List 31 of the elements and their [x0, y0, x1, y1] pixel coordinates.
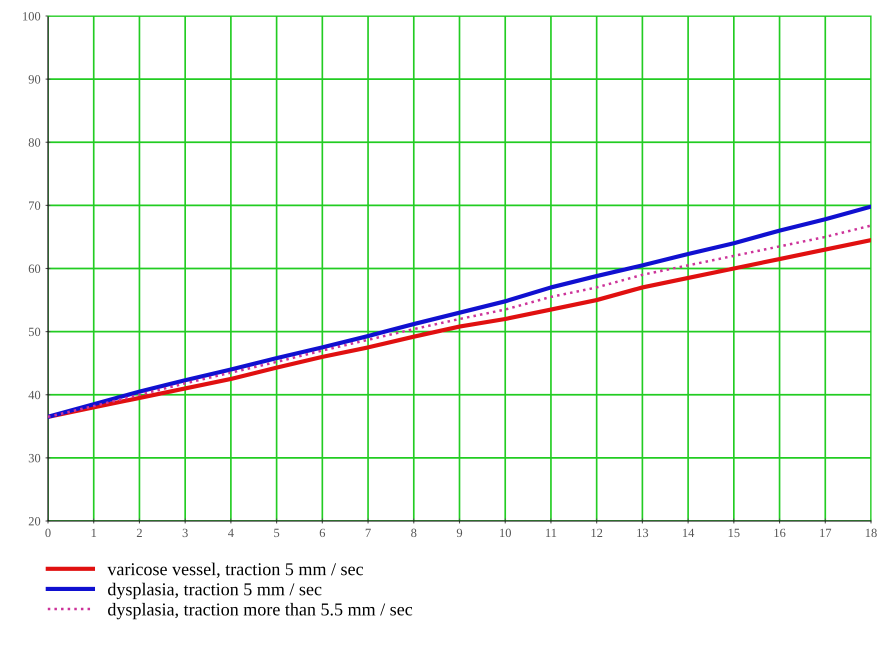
- x-tick-label: 7: [366, 528, 371, 537]
- legend-label: varicose vessel, traction 5 mm / sec: [107, 562, 364, 578]
- x-tick-label: 11: [546, 528, 556, 537]
- x-tick-label: 18: [866, 528, 877, 538]
- x-tick-label: 8: [411, 528, 416, 538]
- legend-label: dysplasia, traction 5 mm / sec: [108, 582, 322, 600]
- y-tick-label: 50: [28, 328, 40, 336]
- x-tick-label: 1: [92, 528, 96, 537]
- x-tick-label: 5: [274, 528, 280, 538]
- x-tick-label: 10: [500, 528, 511, 538]
- x-tick-label: 4: [228, 528, 234, 537]
- y-tick-label: 30: [28, 454, 40, 462]
- x-tick-label: 6: [320, 528, 326, 538]
- x-tick-label: 14: [682, 528, 694, 537]
- x-tick-label: 2: [136, 528, 142, 537]
- x-tick-label: 3: [182, 528, 188, 538]
- y-tick-label: 20: [28, 517, 40, 526]
- y-tick-label: 80: [28, 138, 40, 147]
- x-tick-label: 12: [592, 528, 602, 537]
- legend-label: dysplasia, traction more than 5.5 mm / sec: [108, 602, 412, 620]
- y-tick-label: 70: [29, 201, 40, 210]
- x-tick-label: 0: [45, 528, 51, 538]
- x-tick-label: 9: [456, 528, 462, 538]
- x-tick-label: 15: [728, 528, 740, 538]
- x-tick-label: 13: [637, 528, 648, 538]
- x-tick-label: 16: [774, 528, 786, 538]
- y-tick-label: 100: [23, 12, 40, 20]
- y-tick-label: 90: [28, 75, 40, 84]
- y-tick-label: 60: [28, 264, 40, 273]
- y-tick-label: 40: [28, 390, 40, 400]
- x-tick-label: 17: [820, 528, 832, 537]
